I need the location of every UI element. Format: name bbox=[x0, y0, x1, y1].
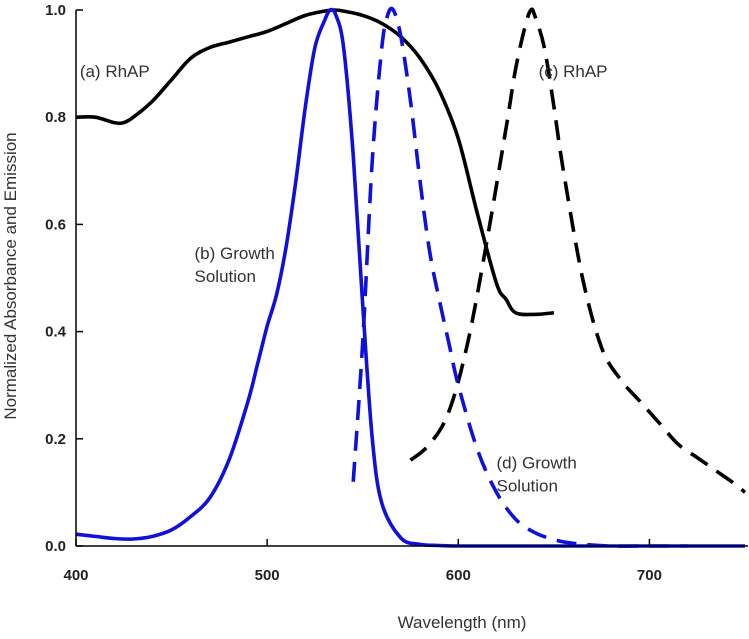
series-line-4 bbox=[351, 6, 688, 548]
annotation-c-line-1: (c) RhAP bbox=[539, 62, 608, 81]
y-axis-label: Normalized Absorbance and Emission bbox=[1, 132, 20, 419]
y-tick-label: 0.6 bbox=[45, 216, 66, 233]
annotation-layer: (a) RhAP (c) RhAP (b) Growth Solution (d) Gr… bbox=[80, 62, 608, 495]
annotation-a-line-1: (a) RhAP bbox=[80, 62, 150, 81]
y-tick-label: 0.2 bbox=[45, 431, 66, 448]
annotation-b-line-2: Solution bbox=[195, 267, 256, 286]
annotation-b-line-1: (b) Growth bbox=[195, 244, 275, 263]
y-tick-label: 1.0 bbox=[45, 2, 66, 19]
annotation-d-line-2: Solution bbox=[497, 476, 558, 495]
y-tick-label: 0.8 bbox=[45, 109, 66, 126]
x-tick-label: 600 bbox=[446, 567, 471, 584]
x-tick-label: 500 bbox=[255, 567, 280, 584]
annotation-d-line-1: (d) Growth bbox=[497, 453, 577, 472]
series-line-1 bbox=[75, 8, 555, 317]
axes-layer bbox=[75, 10, 748, 547]
x-tick-label: 400 bbox=[63, 567, 88, 584]
series-line-3 bbox=[409, 7, 747, 494]
x-axis-label: Wavelength (nm) bbox=[398, 613, 527, 632]
y-tick-label: 0.0 bbox=[45, 538, 66, 555]
x-tick-label: 700 bbox=[637, 567, 662, 584]
y-tick-label: 0.4 bbox=[45, 324, 67, 341]
ticks-layer: 0.0 0.2 0.4 0.6 0.8 1.0 400 500 600 700 bbox=[45, 2, 662, 584]
series-layer bbox=[75, 6, 747, 548]
